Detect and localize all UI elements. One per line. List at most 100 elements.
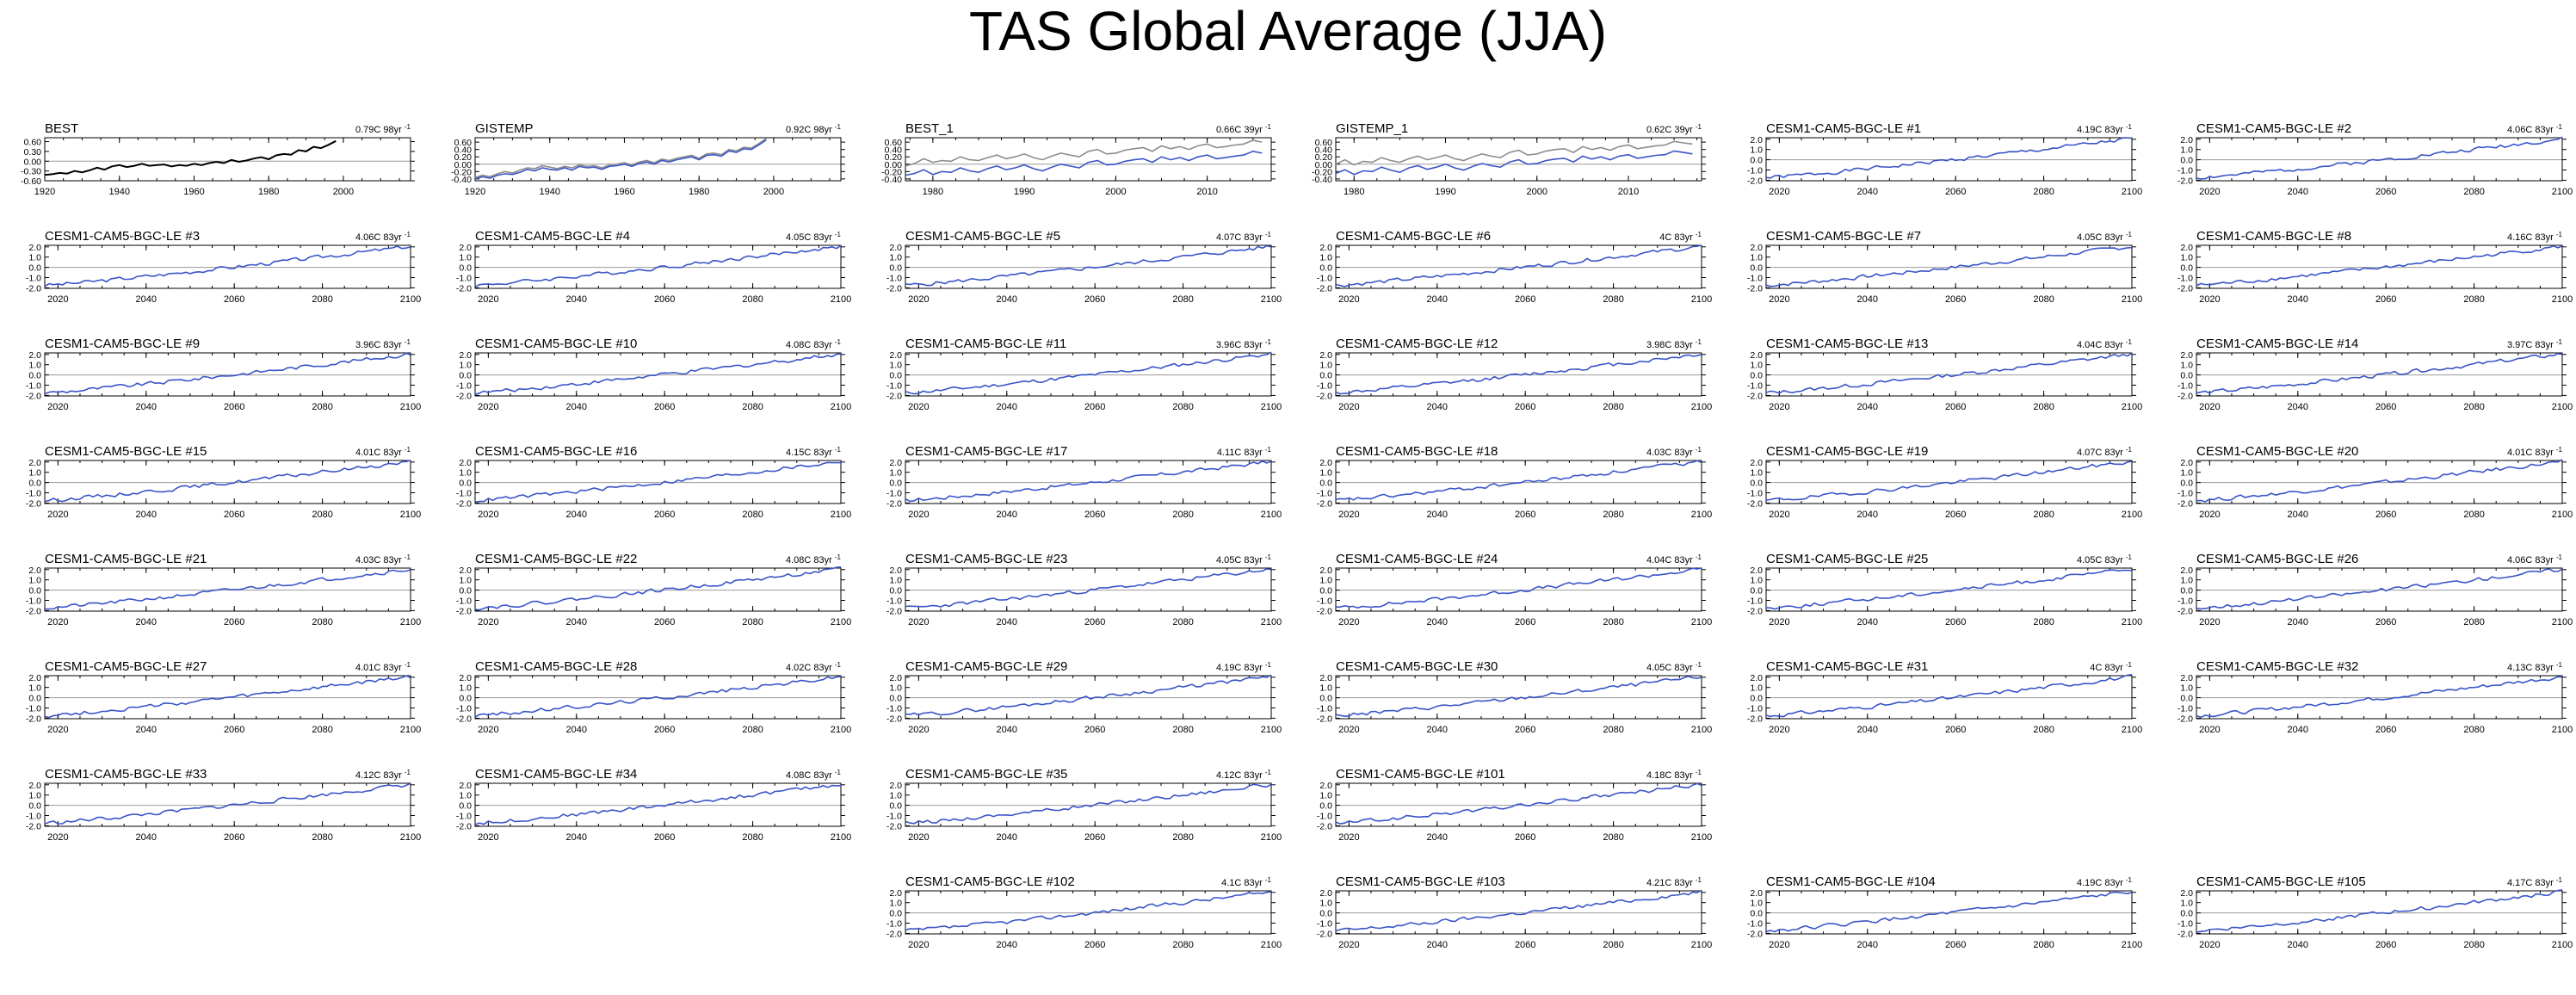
y-tick-label: 0.0 bbox=[1319, 694, 1332, 704]
x-tick-label: 2060 bbox=[1084, 725, 1105, 735]
trend-exponent: -1 bbox=[2126, 553, 2133, 561]
x-tick-label: 2100 bbox=[400, 617, 421, 627]
series-line bbox=[1335, 675, 1702, 717]
trend-exponent: -1 bbox=[1265, 446, 1272, 454]
y-tick-label: 1.0 bbox=[889, 683, 902, 694]
series-line bbox=[474, 461, 841, 503]
trend-exponent: -1 bbox=[1265, 231, 1272, 238]
plot-frame bbox=[905, 352, 1272, 397]
panel-title: CESM1-CAM5-BGC-LE #12 bbox=[1336, 337, 1498, 351]
y-tick-label: -1.0 bbox=[2178, 381, 2193, 392]
y-tick-label: 0.0 bbox=[1319, 909, 1332, 919]
plot-frame bbox=[474, 675, 842, 720]
trend-label: 4.11C 83yr -1 bbox=[1217, 446, 1272, 458]
plot-frame bbox=[44, 352, 411, 397]
y-tick-label: -1.0 bbox=[1747, 166, 1763, 176]
y-tick-label: 2.0 bbox=[28, 781, 41, 791]
y-tick-label: -1.0 bbox=[456, 704, 472, 714]
panel: CESM1-CAM5-BGC-LE #102 4.1C 83yr -1 2020 20… bbox=[886, 874, 1282, 950]
x-tick-label: 2020 bbox=[2199, 617, 2220, 627]
panel: CESM1-CAM5-BGC-LE #35 4.12C 83yr -1 2020 20… bbox=[886, 767, 1282, 843]
x-tick-label: 2020 bbox=[908, 402, 929, 412]
x-tick-label: 2040 bbox=[2288, 617, 2308, 627]
x-tick-label: 2040 bbox=[997, 294, 1017, 305]
x-tick-label: 2080 bbox=[1603, 402, 1623, 412]
x-tick-label: 2100 bbox=[1691, 832, 1712, 843]
x-tick-label: 2040 bbox=[1857, 402, 1878, 412]
panel-title: BEST_1 bbox=[905, 121, 954, 136]
y-tick-label: 0.0 bbox=[1750, 909, 1763, 919]
x-tick-label: 2080 bbox=[312, 832, 332, 843]
panel-title: GISTEMP_1 bbox=[1336, 121, 1408, 136]
y-tick-label: 0.0 bbox=[459, 479, 472, 489]
trend-label: 4C 83yr -1 bbox=[1659, 231, 1702, 243]
y-tick-label: 0.0 bbox=[889, 479, 902, 489]
series-line bbox=[1336, 567, 1702, 609]
x-tick-label: 2080 bbox=[2033, 187, 2054, 197]
x-tick-label: 2060 bbox=[2375, 510, 2396, 520]
x-tick-label: 2040 bbox=[566, 617, 587, 627]
x-tick-label: 2040 bbox=[1427, 294, 1448, 305]
panel-title: CESM1-CAM5-BGC-LE #7 bbox=[1766, 229, 1921, 244]
trend-exponent: -1 bbox=[835, 769, 842, 776]
panel: BEST_1 0.66C 39yr -1 1980 1990 2000 2010 -0.40… bbox=[881, 121, 1276, 197]
y-tick-label: 0.0 bbox=[1319, 479, 1332, 489]
x-tick-label: 2040 bbox=[136, 832, 157, 843]
x-tick-label: 2060 bbox=[654, 832, 675, 843]
x-tick-label: 2020 bbox=[47, 725, 68, 735]
y-tick-label: -2.0 bbox=[886, 283, 902, 294]
x-tick-label: 2100 bbox=[2552, 187, 2573, 197]
y-tick-label: 1.0 bbox=[28, 253, 41, 263]
x-tick-label: 2040 bbox=[1427, 725, 1448, 735]
y-tick-label: 0.0 bbox=[459, 801, 472, 812]
y-tick-label: 1.0 bbox=[2180, 468, 2193, 479]
panel-title: BEST bbox=[45, 121, 78, 136]
plot-frame bbox=[2196, 567, 2563, 612]
x-tick-label: 2100 bbox=[2122, 294, 2142, 305]
x-tick-label: 2060 bbox=[2375, 294, 2396, 305]
x-tick-label: 2020 bbox=[478, 832, 498, 843]
trend-exponent: -1 bbox=[2126, 446, 2133, 454]
trend-exponent: -1 bbox=[835, 231, 842, 238]
x-tick-label: 2020 bbox=[2199, 294, 2220, 305]
y-tick-label: 2.0 bbox=[2180, 243, 2193, 253]
series-line bbox=[905, 139, 1263, 167]
series-line bbox=[905, 568, 1272, 608]
trend-exponent: -1 bbox=[1696, 231, 1702, 238]
y-tick-label: -2.0 bbox=[26, 498, 41, 509]
series-line bbox=[2196, 889, 2563, 933]
x-tick-label: 1920 bbox=[465, 187, 485, 197]
y-tick-label: -2.0 bbox=[1747, 283, 1763, 294]
x-tick-label: 1980 bbox=[923, 187, 943, 197]
y-tick-label: -2.0 bbox=[456, 391, 472, 401]
panel-title: CESM1-CAM5-BGC-LE #101 bbox=[1336, 767, 1505, 782]
trend-label: 4.05C 83yr -1 bbox=[2077, 231, 2133, 243]
y-tick-label: 1.0 bbox=[28, 361, 41, 371]
panel: CESM1-CAM5-BGC-LE #23 4.05C 83yr -1 2020 20… bbox=[886, 552, 1282, 627]
x-tick-label: 2020 bbox=[908, 510, 929, 520]
y-tick-label: -1.0 bbox=[456, 274, 472, 284]
y-tick-label: -1.0 bbox=[2178, 489, 2193, 499]
y-tick-label: -1.0 bbox=[456, 596, 472, 607]
trend-exponent: -1 bbox=[1265, 338, 1272, 346]
trend-label: 4C 83yr -1 bbox=[2090, 661, 2132, 673]
panel-title: CESM1-CAM5-BGC-LE #17 bbox=[905, 444, 1067, 459]
x-tick-label: 2080 bbox=[742, 832, 763, 843]
plot-frame bbox=[474, 244, 842, 289]
y-tick-label: 0.0 bbox=[2180, 694, 2193, 704]
trend-exponent: -1 bbox=[2126, 661, 2133, 669]
trend-label: 4.06C 83yr -1 bbox=[355, 231, 411, 243]
y-tick-label: -1.0 bbox=[26, 704, 41, 714]
panel-title: CESM1-CAM5-BGC-LE #3 bbox=[45, 229, 200, 244]
y-tick-label: 0.60 bbox=[24, 138, 42, 148]
x-tick-label: 2020 bbox=[1338, 832, 1359, 843]
trend-label: 4.19C 83yr -1 bbox=[1216, 661, 1272, 673]
panel: CESM1-CAM5-BGC-LE #34 4.08C 83yr -1 2020 20… bbox=[456, 767, 851, 843]
series-line bbox=[2196, 136, 2563, 180]
plot-frame bbox=[1335, 567, 1702, 612]
y-tick-label: -1.0 bbox=[1747, 381, 1763, 392]
x-tick-label: 2100 bbox=[1691, 402, 1712, 412]
y-tick-label: 0.0 bbox=[889, 909, 902, 919]
y-tick-label: 1.0 bbox=[889, 253, 902, 263]
series-line bbox=[905, 891, 1272, 931]
